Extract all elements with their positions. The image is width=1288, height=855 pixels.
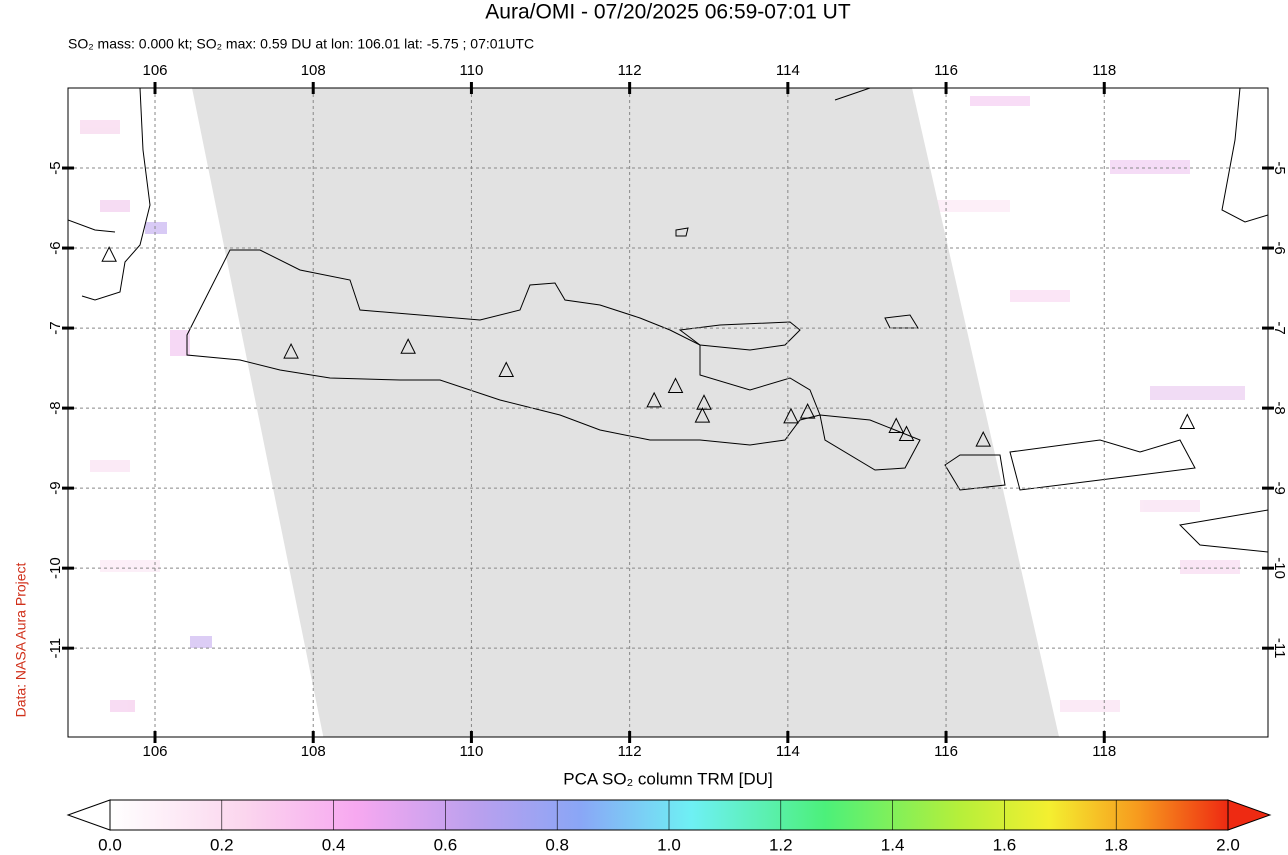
- colorbar-tick-label: 0.8: [545, 835, 569, 854]
- y-tick-label: -9: [1271, 481, 1288, 494]
- y-tick-label: -6: [47, 241, 64, 254]
- volcano-marker: [101, 246, 117, 262]
- volcano-marker: [888, 417, 905, 434]
- y-tick-label: -11: [1271, 638, 1288, 659]
- colorbar-tick-label: 1.6: [993, 835, 1017, 854]
- volcano-marker: [646, 391, 662, 408]
- x-tick-label: 114: [776, 743, 800, 760]
- colorbar-label: PCA SO₂ column TRM [DU]: [563, 769, 772, 788]
- x-tick-label: 116: [934, 62, 958, 79]
- y-tick-label: -5: [1271, 161, 1288, 174]
- y-tick-label: -5: [47, 161, 64, 174]
- credit: Data: NASA Aura Project: [13, 562, 29, 717]
- volcano-marker: [975, 430, 992, 447]
- volcano-marker: [694, 406, 711, 423]
- colorbar-tick-label: 1.0: [657, 835, 681, 854]
- grid: [68, 88, 1268, 737]
- y-tick-label: -10: [47, 557, 64, 579]
- x-tick-label: 106: [142, 743, 167, 760]
- y-tick-label: -8: [1271, 401, 1288, 414]
- colorbar-tick-label: 1.2: [769, 835, 793, 854]
- map-area: [68, 88, 1268, 737]
- colorbar-under: [66, 799, 111, 831]
- pixel-noise: [80, 96, 1245, 712]
- x-tick-label: 110: [459, 62, 483, 79]
- colorbar-tick-label: 2.0: [1216, 835, 1240, 854]
- y-tick-label: -7: [47, 321, 64, 334]
- no-data-swath: [192, 88, 1060, 737]
- volcano-marker: [400, 338, 416, 354]
- x-tick-label: 112: [618, 62, 642, 79]
- x-tick-label: 110: [459, 743, 483, 760]
- y-tick-label: -9: [47, 481, 64, 494]
- x-tick-label: 118: [1092, 62, 1116, 79]
- coastlines: [68, 88, 1268, 553]
- subtitle: SO₂ mass: 0.000 kt; SO₂ max: 0.59 DU at …: [68, 36, 534, 52]
- colorbar-ticks: 0.0 0.2 0.4 0.6 0.8 1.0 1.2 1.4 1.6 1.8 2.0: [98, 800, 1240, 854]
- x-tick-label: 108: [301, 62, 326, 79]
- y-tick-label: -6: [1271, 241, 1288, 254]
- axes: 106 106 108 108 110 110 112 112 114 114 116 116 118 1…: [47, 62, 1288, 760]
- volcano-marker: [799, 402, 816, 419]
- colorbar-tick-label: 1.8: [1104, 835, 1128, 854]
- colorbar-tick-label: 0.2: [210, 835, 234, 854]
- x-tick-label: 116: [934, 743, 958, 760]
- x-tick-label: 112: [618, 743, 642, 760]
- x-tick-label: 108: [301, 743, 326, 760]
- volcano-marker: [283, 342, 299, 359]
- volcano-marker: [898, 425, 915, 442]
- y-tick-label: -8: [47, 401, 64, 414]
- y-tick-label: -7: [1271, 321, 1288, 334]
- volcanoes: [101, 246, 1196, 447]
- y-tick-label: -11: [47, 638, 64, 659]
- colorbar-over: [1227, 799, 1272, 831]
- volcano-marker: [1179, 413, 1196, 430]
- x-tick-label: 118: [1092, 743, 1116, 760]
- colorbar-tick-label: 0.6: [434, 835, 458, 854]
- chart-title: Aura/OMI - 07/20/2025 06:59-07:01 UT: [485, 1, 851, 24]
- colorbar-tick-label: 1.4: [881, 835, 905, 854]
- x-tick-label: 106: [142, 62, 167, 79]
- y-tick-label: -10: [1271, 557, 1288, 579]
- volcano-marker: [783, 407, 799, 424]
- colorbar-tick-label: 0.0: [98, 835, 122, 854]
- volcano-marker: [498, 361, 515, 377]
- map-frame: [67, 87, 1269, 738]
- x-tick-label: 114: [776, 62, 800, 79]
- colorbar-tick-label: 0.4: [322, 835, 346, 854]
- volcano-marker: [667, 377, 684, 393]
- volcano-marker: [696, 394, 712, 410]
